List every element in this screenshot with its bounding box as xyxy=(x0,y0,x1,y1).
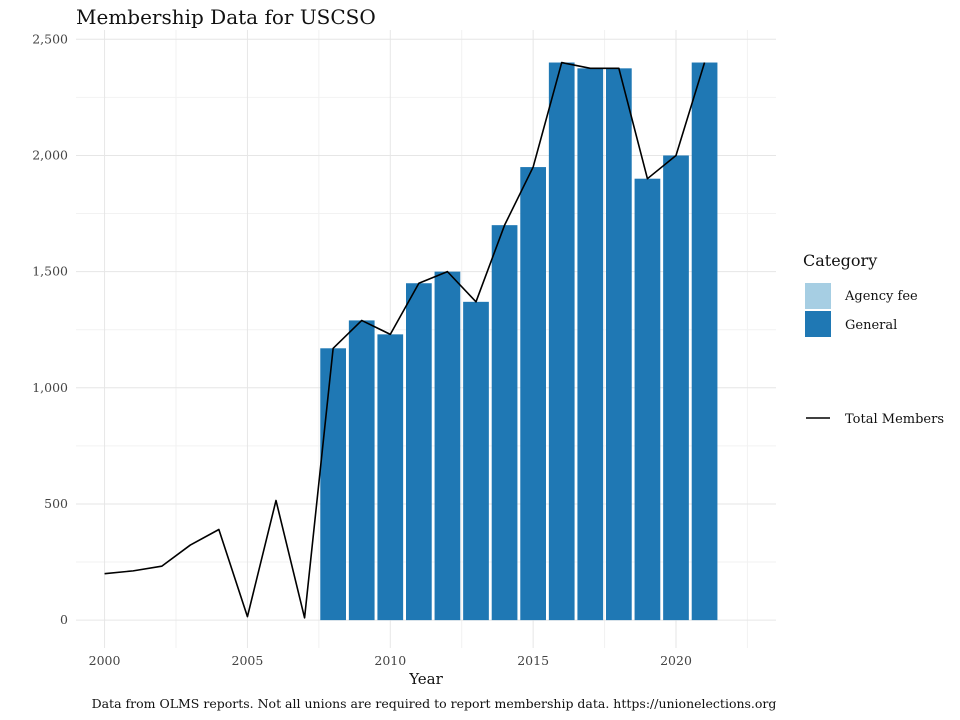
legend-title: Category xyxy=(803,251,877,270)
legend-label-total-members: Total Members xyxy=(845,412,944,427)
total-members-line-layer xyxy=(104,61,706,619)
total-members-line xyxy=(104,61,706,619)
y-tick-label: 500 xyxy=(44,496,68,511)
legend-label-general: General xyxy=(845,318,897,333)
y-axis: 0 500 1,000 1,500 2,000 2,500 xyxy=(32,31,68,627)
bar-general-2008 xyxy=(320,348,346,621)
bar-general-2009 xyxy=(348,320,375,621)
bars xyxy=(320,62,718,621)
y-tick-label: 1,500 xyxy=(32,264,68,279)
bar-general-2019 xyxy=(634,178,661,621)
x-tick-label: 2020 xyxy=(660,653,692,668)
bar-general-2018 xyxy=(606,68,632,621)
x-tick-label: 2005 xyxy=(232,653,264,668)
bar-general-2015 xyxy=(520,167,546,621)
chart-title: Membership Data for USCSO xyxy=(76,5,376,29)
legend-swatch-general xyxy=(805,311,831,337)
bar-general-2012 xyxy=(434,271,461,621)
y-tick-label: 2,000 xyxy=(32,147,68,162)
y-tick-label: 1,000 xyxy=(32,380,68,395)
bar-general-2016 xyxy=(548,62,575,621)
x-tick-label: 2015 xyxy=(517,653,549,668)
x-axis-title: Year xyxy=(408,670,443,688)
y-tick-label: 2,500 xyxy=(32,31,68,46)
x-tick-label: 2010 xyxy=(374,653,406,668)
x-tick-label: 2000 xyxy=(89,653,121,668)
x-axis: 2000 2005 2010 2015 2020 xyxy=(89,653,692,668)
bar-general-2021 xyxy=(691,62,718,621)
bar-general-2013 xyxy=(463,301,489,621)
bar-general-2017 xyxy=(577,68,604,621)
legend-label-agency-fee: Agency fee xyxy=(844,289,918,304)
bar-general-2014 xyxy=(491,225,518,621)
chart-caption: Data from OLMS reports. Not all unions a… xyxy=(92,696,777,711)
legend: Category Agency fee General Total Member… xyxy=(803,251,944,427)
legend-swatch-agency-fee xyxy=(805,283,831,309)
bar-general-2011 xyxy=(406,283,432,621)
bar-general-2010 xyxy=(377,334,404,621)
y-tick-label: 0 xyxy=(60,612,68,627)
bar-general-2020 xyxy=(663,155,689,621)
